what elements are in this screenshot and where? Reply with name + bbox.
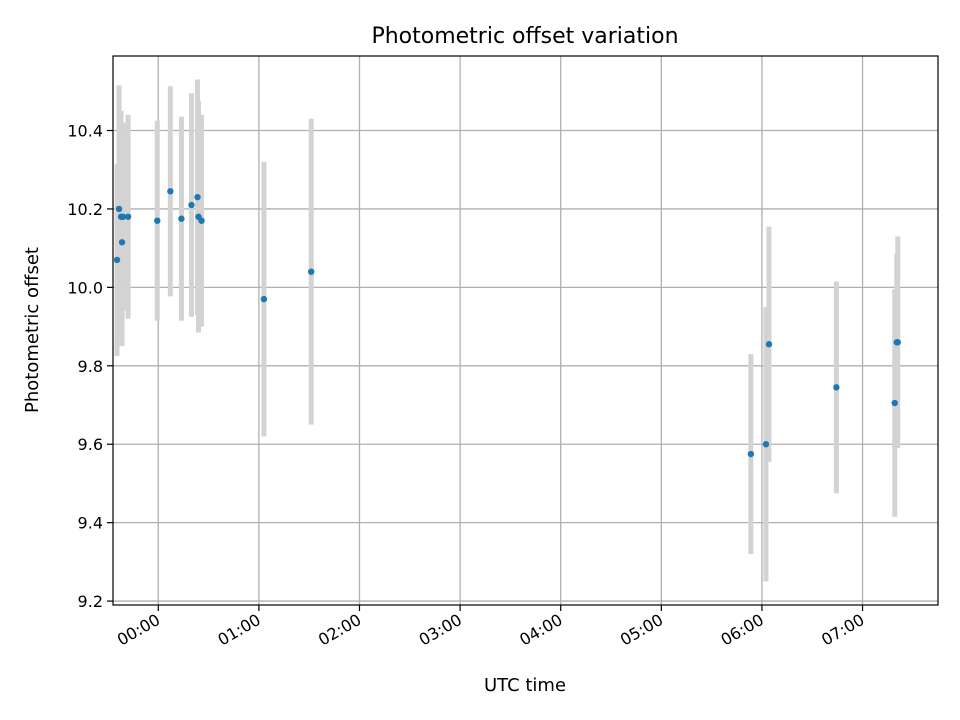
data-point	[118, 239, 126, 246]
x-axis-label: UTC time	[484, 675, 566, 696]
data-point	[119, 213, 127, 220]
data-point	[260, 295, 268, 303]
data-point	[167, 188, 174, 195]
data-point	[198, 217, 205, 224]
data-point	[308, 268, 315, 275]
data-point	[188, 201, 195, 209]
data-point	[124, 213, 132, 220]
data-point	[894, 339, 901, 346]
y-tick-label: 10.0	[67, 278, 103, 297]
y-tick-label: 9.4	[78, 514, 103, 533]
y-tick-label: 9.2	[78, 592, 103, 611]
data-point	[115, 205, 123, 213]
chart-title: Photometric offset variation	[371, 24, 678, 49]
data-point	[765, 341, 773, 348]
data-points	[113, 188, 901, 458]
data-point	[154, 217, 161, 224]
y-tick-label: 9.8	[78, 357, 103, 376]
data-point	[178, 215, 185, 222]
y-axis-label: Photometric offset	[22, 247, 43, 413]
plot-frame	[112, 55, 939, 606]
data-point	[762, 441, 770, 448]
y-tick-label: 9.6	[78, 435, 103, 454]
y-axis-ticks: 9.2 9.4 9.6 9.8 10.0 10.2 10.4	[67, 122, 113, 611]
data-point	[194, 193, 201, 201]
data-point	[747, 450, 755, 458]
y-tick-label: 10.4	[67, 122, 103, 141]
grid	[113, 56, 938, 605]
y-tick-label: 10.2	[67, 200, 103, 219]
data-point	[833, 384, 840, 391]
data-point	[891, 399, 898, 407]
data-point	[113, 256, 121, 264]
